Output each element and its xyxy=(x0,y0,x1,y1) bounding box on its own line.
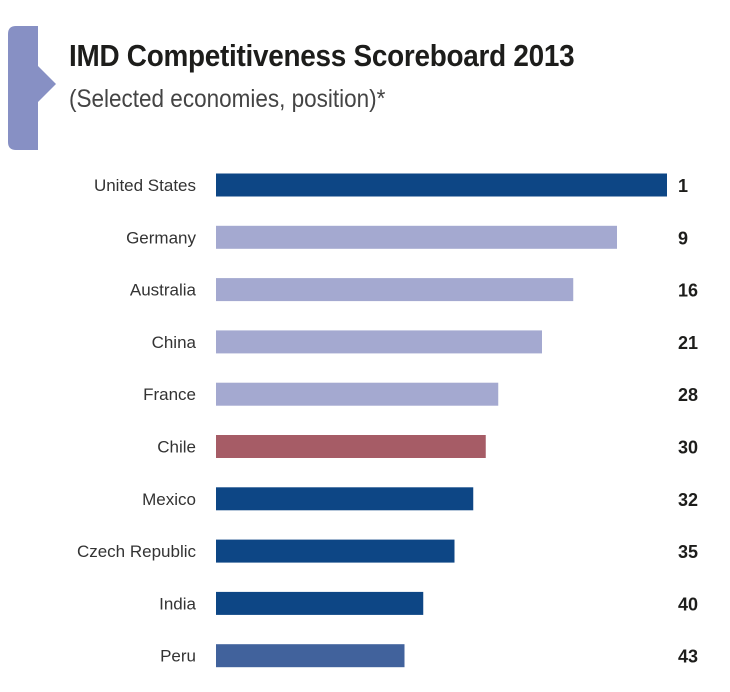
bar-mexico xyxy=(216,487,474,511)
value-label-china: 21 xyxy=(678,333,698,353)
bar-czech-republic xyxy=(216,539,455,563)
bar-peru xyxy=(216,644,405,668)
bar-united-states xyxy=(216,173,667,197)
value-label-united-states: 1 xyxy=(678,176,688,196)
chart-subtitle: (Selected economies, position)* xyxy=(69,85,386,113)
category-label-mexico: Mexico xyxy=(142,490,196,509)
category-label-france: France xyxy=(143,385,196,404)
value-label-peru: 43 xyxy=(678,647,698,667)
value-label-india: 40 xyxy=(678,594,698,614)
bar-china xyxy=(216,330,542,354)
bar-australia xyxy=(216,278,574,302)
bar-chile xyxy=(216,435,486,458)
value-label-mexico: 32 xyxy=(678,490,698,510)
value-label-chile: 30 xyxy=(678,438,698,458)
category-label-chile: Chile xyxy=(157,438,196,457)
category-label-china: China xyxy=(152,333,197,352)
title-tab-marker xyxy=(8,26,56,150)
category-label-czech-republic: Czech Republic xyxy=(77,542,197,561)
value-label-germany: 9 xyxy=(678,228,688,248)
category-label-peru: Peru xyxy=(160,647,196,666)
value-label-france: 28 xyxy=(678,385,698,405)
category-label-germany: Germany xyxy=(126,228,196,247)
value-label-australia: 16 xyxy=(678,281,698,301)
bar-germany xyxy=(216,225,617,249)
category-label-united-states: United States xyxy=(94,176,196,195)
bar-india xyxy=(216,591,424,615)
category-label-australia: Australia xyxy=(130,281,197,300)
chart-title: IMD Competitiveness Scoreboard 2013 xyxy=(69,38,575,73)
value-label-czech-republic: 35 xyxy=(678,542,698,562)
category-label-india: India xyxy=(159,594,196,613)
bar-france xyxy=(216,382,499,406)
